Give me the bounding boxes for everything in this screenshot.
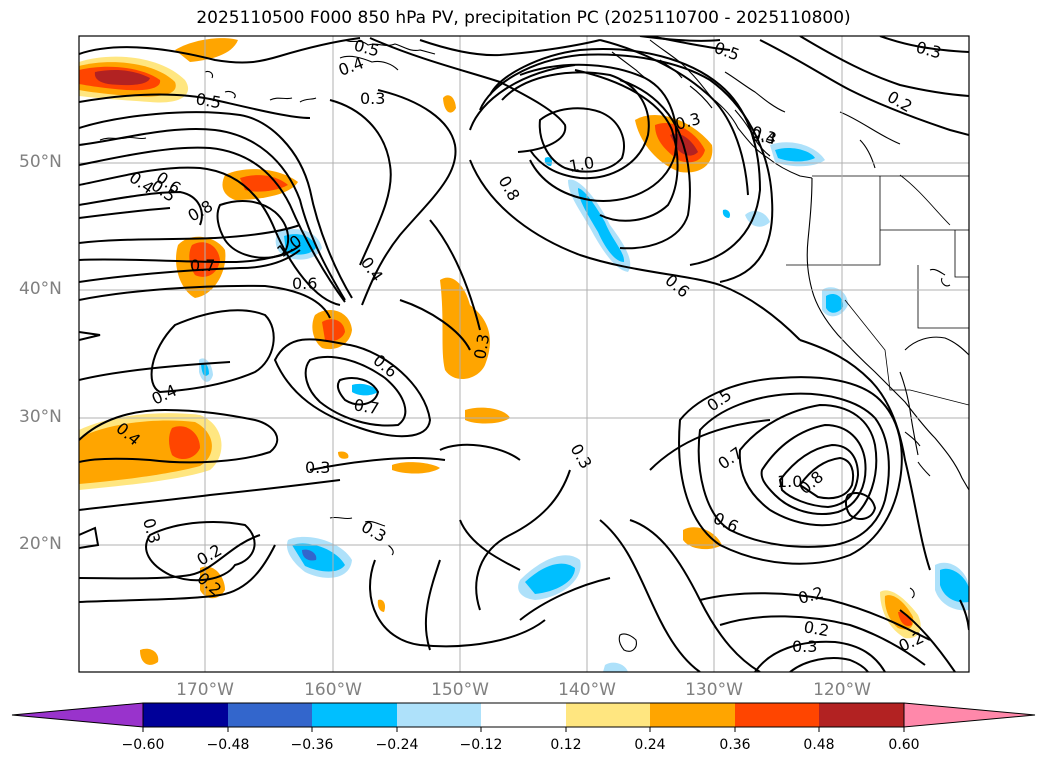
contour-label: 0.8 [495,173,524,205]
contour-label: 0.4 [749,125,777,148]
contour-label: 0.4 [357,253,387,285]
contour-label: 1.0 [567,153,595,176]
lat-label-50n: 50°N [19,152,62,172]
colorbar-segment [735,703,819,727]
colorbar-tick-label: 0.12 [550,737,582,753]
lon-label-130w: 130°W [685,680,743,700]
lat-label-40n: 40°N [19,279,62,299]
lon-label-140w: 140°W [558,680,616,700]
contour-label: 0.3 [673,109,703,134]
colorbar-tick-label: 0.36 [719,737,751,753]
contour-label: 0.3 [139,516,164,546]
contour-label: 0.5 [703,385,735,415]
colorbar-segment [566,703,650,727]
contour-label: 0.3 [470,332,493,360]
contour-label: 0.7 [352,395,380,418]
contour-label: 0.3 [792,637,817,656]
lon-label-150w: 150°W [431,680,489,700]
contour-label: 1.0 [777,472,802,491]
colorbar-segment [819,703,904,727]
colorbar-tick-label: 0.24 [634,737,666,753]
colorbar-segment [312,703,397,727]
contour-label: 0.2 [884,87,916,116]
colorbar-segment [397,703,481,727]
contour-label: 0.4 [336,53,366,80]
colorbar-tick-label: −0.60 [121,737,165,753]
colorbar-tick-label: −0.36 [290,737,334,753]
contour-label: 0.3 [914,38,944,63]
contour-label: 0.2 [802,617,830,640]
colorbar-tick-label: −0.24 [375,737,419,753]
precip-positive-shading [79,38,921,665]
contour-label: 0.5 [194,89,222,112]
contour-labels: 0.5 0.4 0.3 0.5 0.3 0.2 0.5 0.4 0.6 0.5 … [112,36,943,656]
colorbar-tick-label: −0.12 [459,737,503,753]
contour-label: 0.3 [360,89,385,108]
colorbar-tick-label: 0.60 [888,737,920,753]
colorbar-segment [650,703,735,727]
map-frame [78,35,970,673]
contour-label: 0.8 [185,196,217,225]
contour-label: 0.6 [292,274,317,293]
colorbar-segment [228,703,312,727]
political-borders [786,174,969,406]
lon-label-160w: 160°W [304,680,362,700]
contour-label: 0.6 [369,351,401,382]
colorbar-segment [481,703,566,727]
gridlines [79,36,969,672]
contour-label: 0.2 [796,583,826,608]
contour-label: 0.3 [567,441,596,473]
lon-label-170w: 170°W [176,680,234,700]
lon-label-120w: 120°W [813,680,871,700]
contour-label: 0.6 [661,271,693,302]
contour-label: 0.3 [305,458,330,477]
map-title: 2025110500 F000 850 hPa PV, precipitatio… [196,8,851,28]
colorbar-tick-label: 0.48 [803,737,835,753]
colorbar [11,702,1036,732]
colorbar-max-extend [903,702,1036,728]
lat-label-20n: 20°N [19,534,62,554]
contour-label: 0.7 [190,256,215,275]
pv-contours [79,36,969,672]
colorbar-segment [143,703,228,727]
contour-label: 0.5 [712,38,742,65]
lat-label-30n: 30°N [19,407,62,427]
contour-label: 0.3 [358,517,390,546]
colorbar-tick-label: −0.48 [206,737,250,753]
colorbar-min-extend [11,702,144,728]
coastlines [99,39,969,652]
